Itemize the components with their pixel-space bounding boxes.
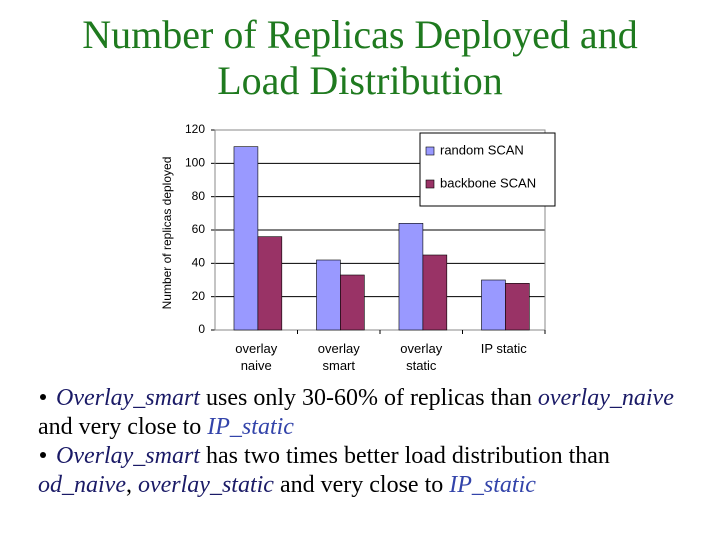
bullet-dot xyxy=(40,452,46,459)
y-tick-label: 20 xyxy=(192,289,206,303)
x-tick-label: overlay naive xyxy=(235,341,278,373)
bar xyxy=(257,236,283,331)
y-tick-label: 0 xyxy=(198,322,205,336)
legend-box xyxy=(419,132,556,207)
legend-label: random SCAN xyxy=(440,142,524,157)
x-tick-label: overlay static xyxy=(400,341,443,373)
emphasis: od_naive xyxy=(38,472,126,498)
x-tick-label: IP static xyxy=(480,341,527,356)
emphasis: overlay_naive xyxy=(537,385,674,411)
y-tick-label: 40 xyxy=(192,256,206,270)
bar xyxy=(481,279,506,331)
legend-label: backbone SCAN xyxy=(440,175,536,190)
bullet: Overlay_smart has two times better load … xyxy=(38,442,688,500)
emphasis: overlay_static xyxy=(137,472,274,498)
bullet: Overlay_smart uses only 30-60% of replic… xyxy=(38,384,688,442)
legend-swatch xyxy=(425,179,435,189)
bar xyxy=(233,146,259,331)
y-axis-label: Number of replicas deployed xyxy=(160,157,174,310)
y-tick-label: 120 xyxy=(185,122,205,136)
bar xyxy=(398,223,424,331)
bar xyxy=(316,259,341,331)
slide-title: Number of Replicas Deployed and Load Dis… xyxy=(82,12,638,103)
bar xyxy=(340,274,365,331)
y-tick-label: 60 xyxy=(192,222,206,236)
emphasis: Overlay_smart xyxy=(56,443,200,469)
bar xyxy=(505,283,530,331)
text: uses only 30-60% of replicas than xyxy=(199,385,538,411)
bullet-dot xyxy=(40,394,46,401)
emphasis: IP_static xyxy=(207,414,294,440)
text: has two times better load distribution t… xyxy=(199,443,610,469)
bullet-list: Overlay_smart uses only 30-60% of replic… xyxy=(38,384,688,500)
legend-swatch xyxy=(425,146,435,156)
x-tick-label: overlay smart xyxy=(317,341,360,373)
y-tick-label: 80 xyxy=(192,189,206,203)
y-tick-label: 100 xyxy=(185,156,205,170)
bar xyxy=(422,254,448,331)
emphasis: IP_static xyxy=(449,472,536,498)
text: and very close to xyxy=(273,472,450,498)
emphasis: Overlay_smart xyxy=(56,385,200,411)
text: and very close to xyxy=(38,414,208,440)
text: , xyxy=(125,472,138,498)
